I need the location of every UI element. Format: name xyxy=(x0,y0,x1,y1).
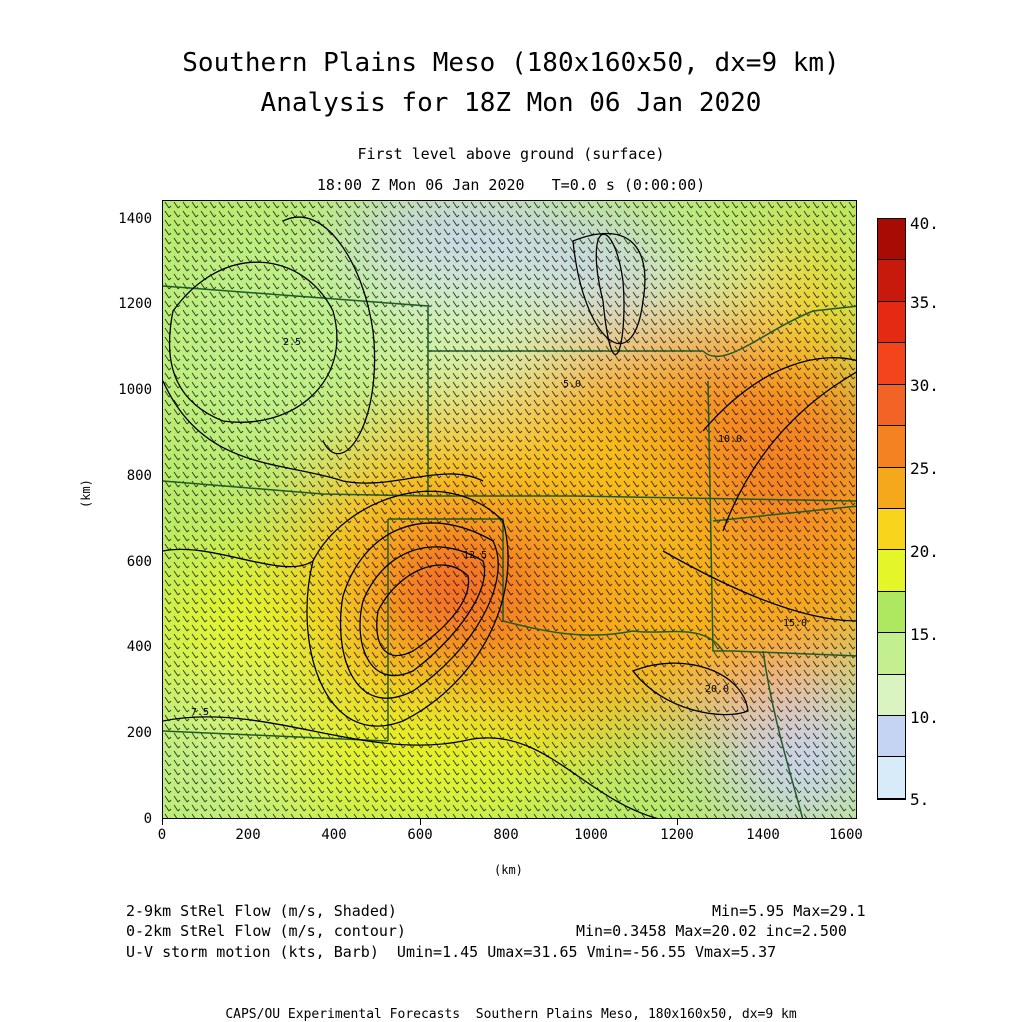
level-subtitle: First level above ground (surface) xyxy=(357,145,665,163)
colorbar-label: 15. xyxy=(910,625,939,644)
colorbar-swatch xyxy=(878,633,905,675)
x-tick-mark xyxy=(677,819,678,825)
colorbar-swatch xyxy=(878,426,905,468)
colorbar-swatch xyxy=(878,384,905,427)
x-tick-label: 1000 xyxy=(574,827,608,843)
colorbar-swatch xyxy=(878,674,905,717)
colorbar-label: 30. xyxy=(910,376,939,395)
colorbar-swatch xyxy=(878,343,905,385)
legend-contour-range: Min=0.3458 Max=20.02 inc=2.500 xyxy=(576,922,847,940)
colorbar-swatch xyxy=(878,757,905,799)
x-tick-label: 200 xyxy=(235,827,261,843)
colorbar-swatch xyxy=(878,260,905,302)
contour-label: 12.5 xyxy=(463,550,487,561)
colorbar-label: 40. xyxy=(910,214,939,233)
colorbar-swatch xyxy=(878,716,905,758)
colorbar-swatch xyxy=(878,301,905,344)
contours-0-2km xyxy=(163,216,856,818)
x-tick-label: 400 xyxy=(321,827,347,843)
colorbar-label: 10. xyxy=(910,708,939,727)
title-line-2: Analysis for 18Z Mon 06 Jan 2020 xyxy=(260,88,762,118)
contour-label: 5.0 xyxy=(563,379,581,390)
wind-barbs-layer xyxy=(163,201,856,818)
y-tick-label: 1000 xyxy=(118,382,152,398)
x-tick-label: 1400 xyxy=(746,827,780,843)
y-tick-label: 200 xyxy=(126,725,152,741)
y-tick-label: 1200 xyxy=(118,296,152,312)
y-axis-label: (km) xyxy=(79,479,93,508)
colorbar-label: 35. xyxy=(910,293,939,312)
valid-time-subtitle: 18:00 Z Mon 06 Jan 2020 T=0.0 s (0:00:00… xyxy=(316,176,706,194)
y-tick-label: 800 xyxy=(126,468,152,484)
legend-contour-label: 0-2km StRel Flow (m/s, contour) xyxy=(126,922,406,940)
map-plot: 12.5 15.0 10.0 20.0 7.5 5.0 2.5 xyxy=(162,200,857,819)
colorbar-swatch xyxy=(878,591,905,634)
title-line-1: Southern Plains Meso (180x160x50, dx=9 k… xyxy=(182,48,840,78)
contour-label: 2.5 xyxy=(283,337,301,348)
contour-label: 7.5 xyxy=(191,707,209,718)
x-tick-label: 800 xyxy=(493,827,519,843)
legend-shaded-label: 2-9km StRel Flow (m/s, Shaded) xyxy=(126,902,397,920)
legend-barb-label: U-V storm motion (kts, Barb) Umin=1.45 U… xyxy=(126,943,777,961)
footer-credit: CAPS/OU Experimental Forecasts Southern … xyxy=(225,1007,797,1022)
x-tick-label: 1600 xyxy=(829,827,863,843)
x-tick-label: 1200 xyxy=(660,827,694,843)
contour-label: 20.0 xyxy=(705,684,729,695)
y-tick-label: 400 xyxy=(126,639,152,655)
y-tick-label: 0 xyxy=(143,811,152,827)
colorbar-swatch xyxy=(878,508,905,551)
contour-label: 15.0 xyxy=(783,618,807,629)
x-axis-label: (km) xyxy=(494,863,523,877)
colorbar-label: 5. xyxy=(910,790,930,809)
state-borders xyxy=(163,285,856,818)
x-tick-label: 0 xyxy=(157,827,167,843)
y-tick-label: 600 xyxy=(126,554,152,570)
legend-shaded-range: Min=5.95 Max=29.1 xyxy=(712,902,866,920)
contour-label: 10.0 xyxy=(718,434,742,445)
colorbar-swatch xyxy=(878,467,905,509)
colorbar-swatch xyxy=(878,550,905,592)
colorbar-label: 25. xyxy=(910,459,939,478)
x-tick-mark xyxy=(420,819,421,825)
x-tick-mark xyxy=(162,819,163,825)
y-tick-label: 1400 xyxy=(118,211,152,227)
colorbar-swatch xyxy=(878,219,905,261)
x-tick-label: 600 xyxy=(407,827,433,843)
colorbar-label: 20. xyxy=(910,542,939,561)
colorbar xyxy=(877,218,906,800)
